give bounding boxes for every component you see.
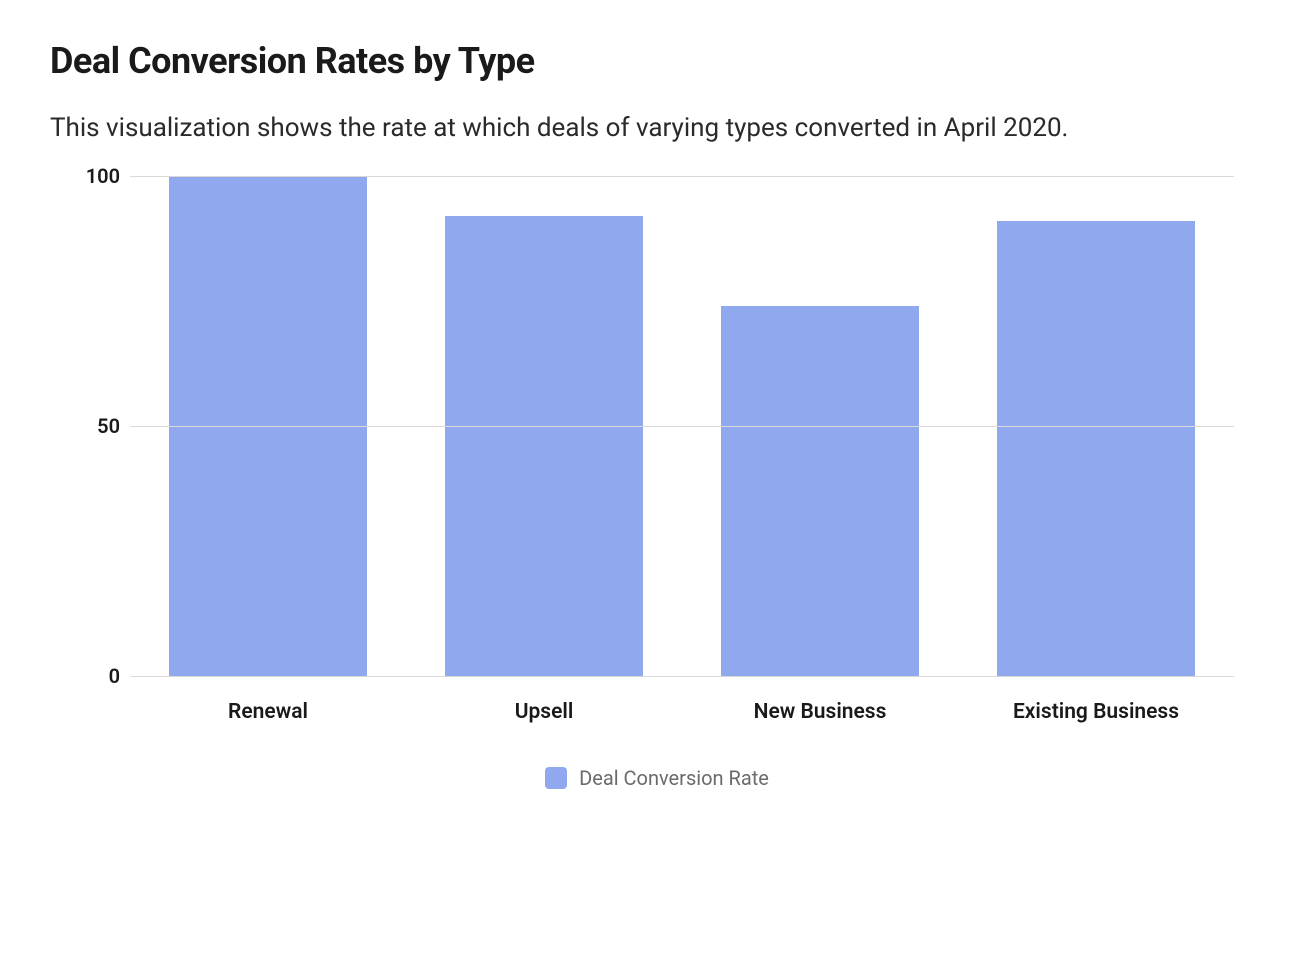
chart-title: Deal Conversion Rates by Type xyxy=(50,40,1264,82)
bar xyxy=(721,306,920,676)
gridline xyxy=(130,676,1234,677)
chart-subtitle: This visualization shows the rate at whi… xyxy=(50,110,1264,148)
gridline xyxy=(130,176,1234,177)
gridline xyxy=(130,426,1234,427)
bar xyxy=(997,221,1196,676)
legend-label: Deal Conversion Rate xyxy=(579,766,769,790)
x-category-label: Upsell xyxy=(406,686,682,736)
y-tick-label: 0 xyxy=(80,664,120,688)
chart-container: 050100 RenewalUpsellNew BusinessExisting… xyxy=(50,176,1264,736)
plot-area: 050100 xyxy=(130,176,1234,676)
x-axis-labels: RenewalUpsellNew BusinessExisting Busine… xyxy=(130,686,1234,736)
y-tick-label: 100 xyxy=(80,164,120,188)
bar xyxy=(445,216,644,676)
legend: Deal Conversion Rate xyxy=(50,766,1264,790)
x-category-label: Renewal xyxy=(130,686,406,736)
y-tick-label: 50 xyxy=(80,414,120,438)
x-category-label: Existing Business xyxy=(958,686,1234,736)
legend-swatch xyxy=(545,767,567,789)
x-category-label: New Business xyxy=(682,686,958,736)
